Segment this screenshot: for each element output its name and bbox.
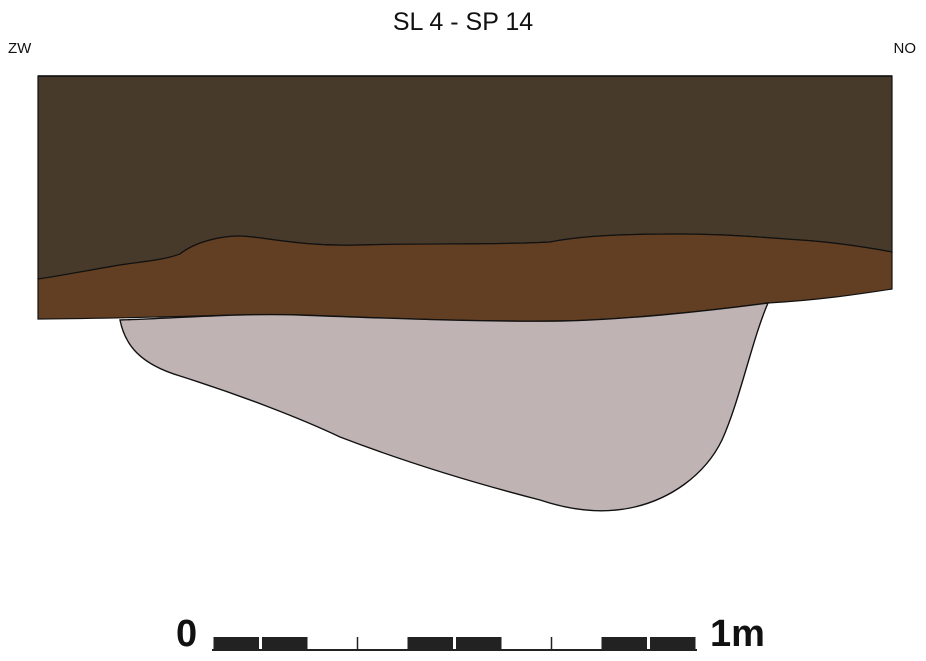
scale-segment — [650, 637, 696, 651]
orientation-right-label: NO — [893, 40, 917, 57]
scale-bar — [212, 637, 697, 651]
scale-segment — [262, 637, 308, 651]
section-title: SL 4 - SP 14 — [392, 8, 534, 36]
scale-segment — [407, 637, 453, 651]
orientation-left-label: ZW — [8, 40, 32, 57]
scale-segment — [601, 637, 647, 651]
pit-fill — [119, 302, 770, 512]
scale-end-label: 1m — [710, 613, 765, 655]
scale-segment — [213, 637, 259, 651]
scale-segment — [456, 637, 502, 651]
scale-start-label: 0 — [176, 613, 198, 655]
